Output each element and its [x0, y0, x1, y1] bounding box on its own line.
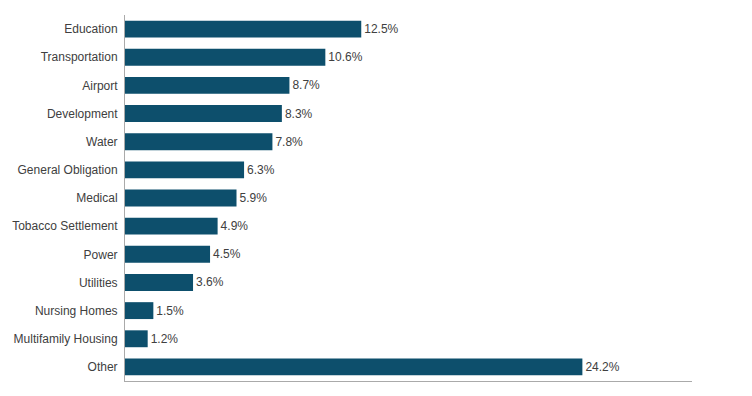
svg-text:1.5%: 1.5% — [156, 304, 184, 318]
svg-text:8.7%: 8.7% — [292, 78, 320, 92]
svg-text:12.5%: 12.5% — [364, 22, 398, 36]
svg-text:7.8%: 7.8% — [275, 135, 303, 149]
svg-text:Multifamily Housing: Multifamily Housing — [14, 332, 118, 346]
svg-text:3.6%: 3.6% — [196, 275, 224, 289]
svg-text:1.2%: 1.2% — [151, 332, 179, 346]
svg-text:Education: Education — [64, 22, 117, 36]
svg-text:10.6%: 10.6% — [328, 50, 362, 64]
svg-text:General Obligation: General Obligation — [18, 163, 118, 177]
svg-text:Tobacco Settlement: Tobacco Settlement — [12, 219, 118, 233]
svg-text:24.2%: 24.2% — [585, 360, 619, 374]
svg-text:4.9%: 4.9% — [221, 219, 249, 233]
svg-text:Medical: Medical — [76, 191, 117, 205]
svg-text:8.3%: 8.3% — [285, 107, 313, 121]
svg-text:Nursing Homes: Nursing Homes — [35, 304, 118, 318]
svg-text:Power: Power — [84, 248, 118, 262]
svg-text:Utilities: Utilities — [79, 276, 118, 290]
svg-text:Airport: Airport — [82, 79, 118, 93]
svg-text:5.9%: 5.9% — [240, 191, 268, 205]
svg-text:Other: Other — [88, 360, 118, 374]
svg-text:Development: Development — [47, 107, 118, 121]
svg-text:Transportation: Transportation — [41, 50, 118, 64]
svg-text:6.3%: 6.3% — [247, 163, 275, 177]
svg-text:Water: Water — [86, 135, 118, 149]
svg-text:4.5%: 4.5% — [213, 247, 241, 261]
